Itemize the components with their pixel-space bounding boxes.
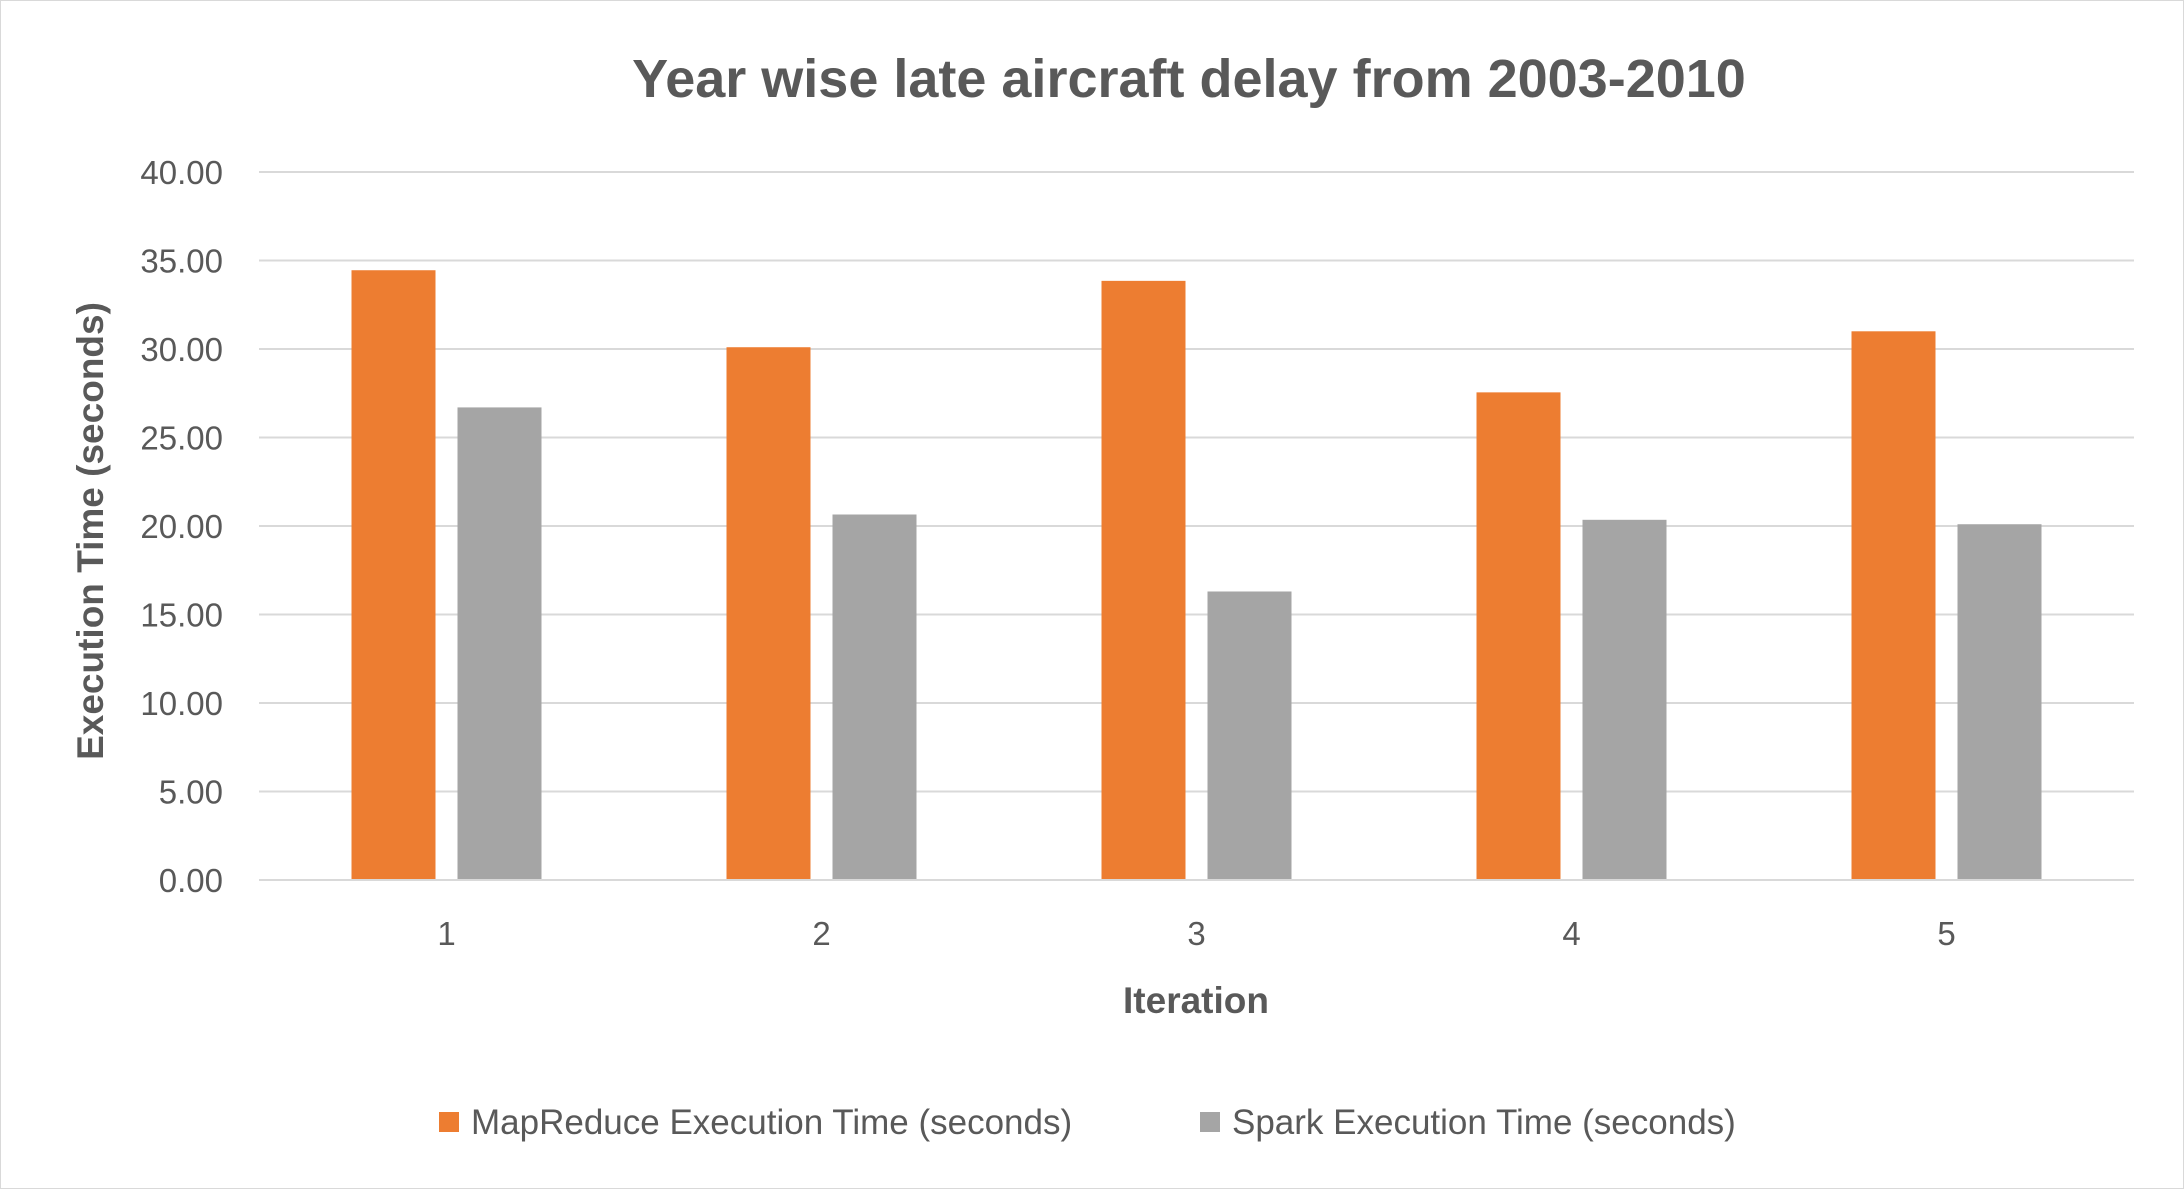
y-tick-label: 15.00 (140, 597, 223, 634)
y-tick-label: 20.00 (140, 508, 223, 545)
bar-mapreduce-2 (726, 347, 811, 881)
y-tick-label: 25.00 (140, 420, 223, 457)
bar-spark-1 (457, 407, 542, 880)
x-tick-labels: 1 2 3 4 5 (437, 915, 1955, 952)
legend: MapReduce Execution Time (seconds) Spark … (439, 1103, 1736, 1142)
x-tick-label: 1 (437, 915, 455, 952)
y-tick-label: 35.00 (140, 243, 223, 280)
bar-spark-4 (1582, 519, 1667, 880)
x-axis-title: Iteration (1123, 980, 1269, 1021)
chart-title: Year wise late aircraft delay from 2003-… (632, 49, 1746, 109)
legend-swatch (439, 1112, 459, 1132)
bar-mapreduce-4 (1476, 392, 1561, 880)
bar-mapreduce-3 (1101, 280, 1186, 881)
legend-swatch (1200, 1112, 1220, 1132)
y-axis-title: Execution Time (seconds) (70, 302, 111, 760)
bar-spark-2 (832, 514, 917, 880)
gridlines (259, 171, 2134, 881)
x-tick-label: 4 (1562, 915, 1580, 952)
bar-mapreduce-1 (351, 270, 436, 880)
bars (259, 270, 2134, 881)
y-tick-label: 30.00 (140, 331, 223, 368)
y-tick-label: 10.00 (140, 685, 223, 722)
bar-mapreduce-5 (1851, 331, 1936, 880)
x-tick-label: 5 (1937, 915, 1955, 952)
legend-label: MapReduce Execution Time (seconds) (471, 1103, 1072, 1142)
y-tick-labels: 0.00 5.00 10.00 15.00 20.00 25.00 30.00 35.00 40… (140, 154, 223, 899)
legend-label: Spark Execution Time (seconds) (1232, 1103, 1736, 1142)
y-tick-label: 5.00 (159, 774, 223, 811)
x-tick-label: 2 (812, 915, 830, 952)
bar-spark-3 (1207, 591, 1292, 880)
bar-spark-5 (1957, 524, 2042, 880)
y-tick-label: 0.00 (159, 862, 223, 899)
x-tick-label: 3 (1187, 915, 1205, 952)
y-tick-label: 40.00 (140, 154, 223, 191)
